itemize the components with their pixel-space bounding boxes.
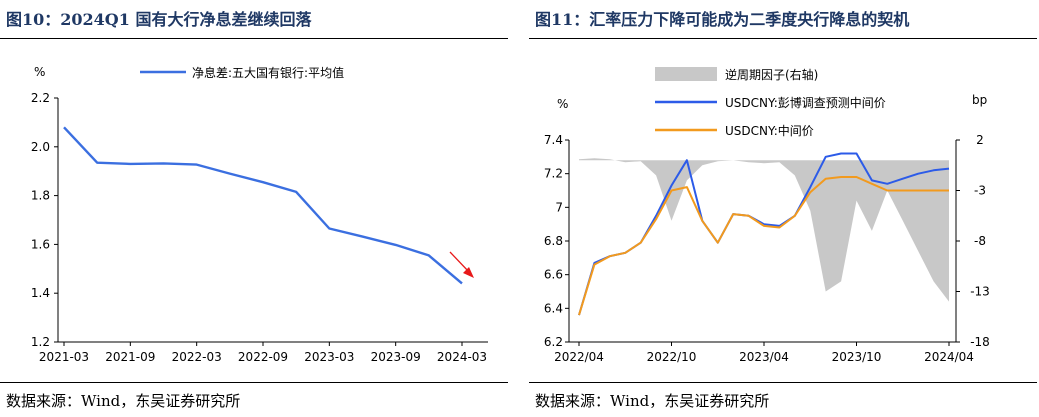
right-right-tick-label: -13 [970, 285, 990, 299]
left-legend-label: 净息差:五大国有银行:平均值 [192, 65, 344, 80]
right-series-central-parity-line [578, 176, 949, 316]
left-y-tick-label: 1.8 [31, 189, 50, 203]
left-y-unit-label: % [34, 65, 45, 79]
left-chart-panel: 图10：2024Q1 国有大行净息差继续回落 % 1.2 1.4 1.6 1.8 2.0 2… [0, 0, 510, 417]
right-left-tick-label: 7.2 [544, 167, 563, 181]
left-series-line [63, 126, 463, 285]
red-arrow-head [463, 267, 474, 278]
right-chart-title: 图11：汇率压力下降可能成为二季度央行降息的契机 [535, 10, 910, 29]
left-y-tick-label: 2.2 [31, 91, 50, 105]
right-legend-label-central-parity: USDCNY:中间价 [725, 123, 814, 138]
right-x-tick-label: 2023/04 [739, 350, 789, 364]
right-x-tick-label: 2024/04 [924, 350, 974, 364]
left-x-tick-label: 2024-03 [437, 350, 487, 364]
left-y-tick-label: 1.6 [31, 237, 50, 251]
right-legend-label-area: 逆周期因子(右轴) [725, 67, 818, 82]
left-x-tick-label: 2023-03 [304, 350, 354, 364]
left-top-rule [0, 38, 508, 39]
right-area-counter-cyclical-factor [579, 158, 949, 302]
right-right-tick-label: -8 [974, 234, 986, 248]
left-bottom-rule [0, 382, 508, 383]
right-right-unit-label: bp [972, 93, 987, 107]
right-x-tick-label: 2022/04 [554, 350, 604, 364]
right-left-tick-label: 7.4 [544, 133, 563, 147]
left-x-tick-label: 2022-09 [238, 350, 288, 364]
right-right-tick-label: 2 [976, 133, 984, 147]
left-y-tick-label: 1.4 [31, 286, 50, 300]
left-x-tick-label: 2021-03 [39, 350, 89, 364]
right-legend-label-forecast: USDCNY:彭博调查预测中间价 [725, 95, 886, 110]
right-bottom-rule [529, 382, 1037, 383]
left-x-tick-label: 2023-09 [371, 350, 421, 364]
right-left-tick-label: 6.6 [544, 268, 563, 282]
right-x-tick-label: 2023/10 [832, 350, 882, 364]
right-left-tick-label: 6.2 [544, 335, 563, 349]
right-left-unit-label: % [557, 97, 568, 111]
left-chart-svg: % 1.2 1.4 1.6 1.8 2.0 2.2 2021-03 2021-09 2022-03… [31, 65, 488, 364]
right-left-tick-label: 7 [555, 200, 563, 214]
left-y-tick-label: 2.0 [31, 140, 50, 154]
left-chart-title: 图10：2024Q1 国有大行净息差继续回落 [6, 10, 312, 29]
right-chart-panel: 图11：汇率压力下降可能成为二季度央行降息的契机 % bp 6.2 6.4 6.6 6.8… [529, 0, 1039, 417]
left-x-tick-label: 2022-03 [172, 350, 222, 364]
left-x-tick-label: 2021-09 [105, 350, 155, 364]
right-right-tick-label: -3 [974, 184, 986, 198]
right-x-tick-label: 2022/10 [647, 350, 697, 364]
right-left-tick-label: 6.8 [544, 234, 563, 248]
left-chart-source: 数据来源：Wind，东吴证券研究所 [6, 392, 241, 410]
right-right-tick-label: -18 [970, 335, 990, 349]
right-legend-swatch-area [655, 67, 717, 81]
right-chart-svg: % bp 6.2 6.4 6.6 6.8 7 7.2 7.4 -18 -13 -8 -3 2 2022/04… [544, 67, 990, 364]
right-chart-source: 数据来源：Wind，东吴证券研究所 [535, 392, 770, 410]
left-y-tick-label: 1.2 [31, 335, 50, 349]
right-left-tick-label: 6.4 [544, 301, 563, 315]
right-top-rule [529, 38, 1037, 39]
